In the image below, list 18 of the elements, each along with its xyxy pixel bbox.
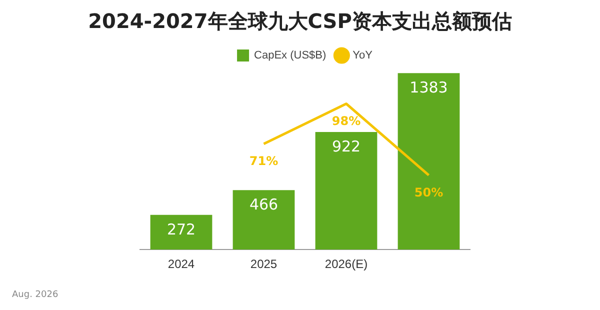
data-label: 50% <box>414 185 444 200</box>
data-label: 922 <box>332 137 361 156</box>
x-tick-label: 2026(E) <box>324 257 368 272</box>
x-tick-label: 2024 <box>168 257 195 272</box>
text: Aug. 2026 <box>12 290 58 300</box>
legend-label: CapEx (US$B) <box>254 50 326 62</box>
data-label: 272 <box>166 220 196 238</box>
data-label: 466 <box>249 196 278 214</box>
chart-title: 2024-2027年全球九大CSP资本支出总额预估 <box>87 8 513 35</box>
data-label: 71% <box>249 154 278 168</box>
bar <box>150 214 212 250</box>
data-label: 1383 <box>410 78 448 97</box>
bar <box>232 190 295 250</box>
legend-label: YoY <box>352 50 374 62</box>
data-label: 98% <box>332 114 361 128</box>
bar <box>398 73 460 250</box>
x-tick-label: 2025 <box>250 257 278 272</box>
bar <box>315 132 378 250</box>
